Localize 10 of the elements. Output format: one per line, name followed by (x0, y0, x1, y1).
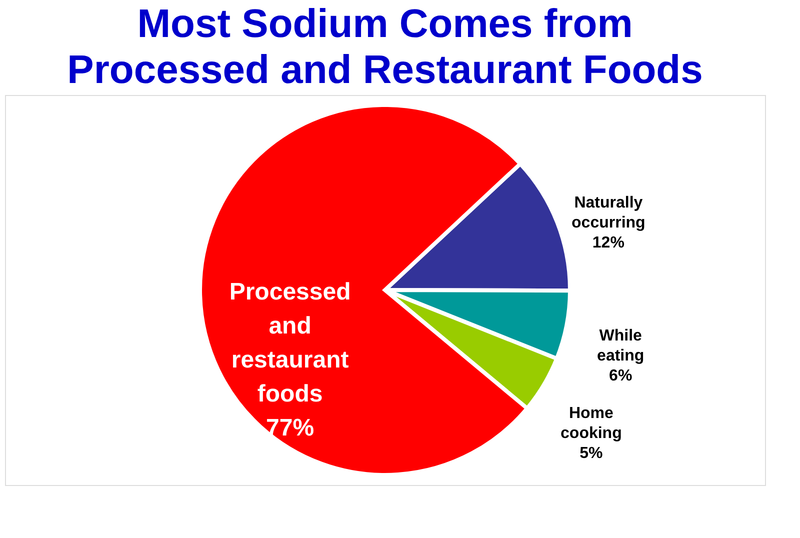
slice-label: While eating (597, 328, 644, 365)
slice-label: Home cooking (560, 404, 622, 442)
slice-label: Naturally occurring (572, 194, 646, 232)
data-label: 12% (592, 234, 624, 252)
data-label: 77% (266, 414, 314, 442)
text: Processed and Restaurant Foods (67, 48, 703, 92)
data-label: 6% (609, 368, 632, 385)
text: Most Sodium Comes from (137, 2, 633, 46)
slice-label: Processed and restaurant foods (229, 278, 351, 408)
data-label: 5% (580, 444, 603, 462)
